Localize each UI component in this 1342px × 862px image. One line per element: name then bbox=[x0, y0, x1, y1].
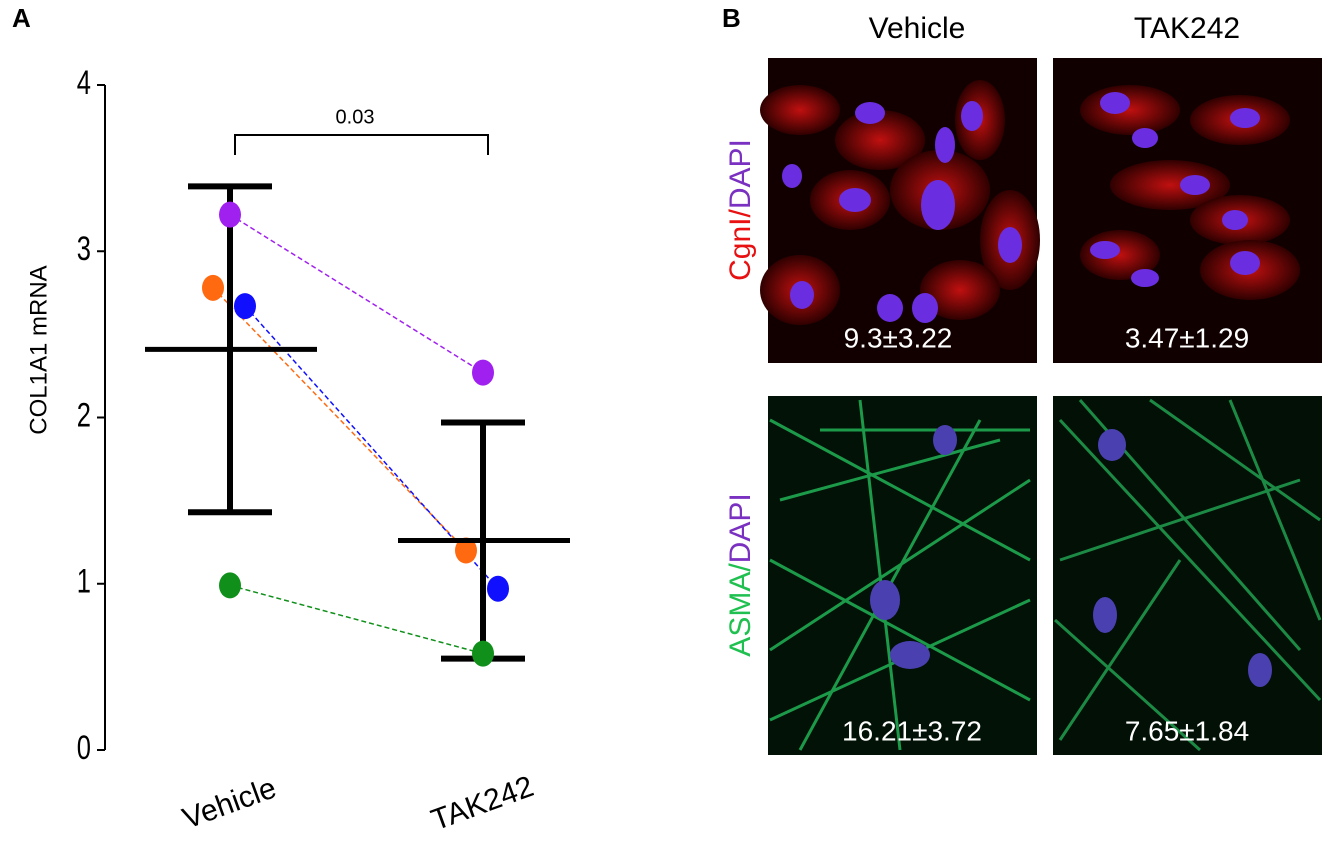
stain-label: DAPI bbox=[724, 139, 757, 209]
pair-line bbox=[212, 287, 467, 552]
row-label: CgnI/DAPI bbox=[724, 139, 757, 281]
data-point bbox=[472, 640, 494, 667]
y-tick-label: 1 bbox=[77, 563, 91, 600]
annotation: 0.03 bbox=[336, 106, 375, 128]
micrograph bbox=[1053, 396, 1322, 755]
quantification-label: 7.65±1.84 bbox=[1125, 715, 1249, 746]
column-label: TAK242 bbox=[1134, 12, 1240, 45]
panel-label: B bbox=[722, 3, 741, 33]
micrograph bbox=[768, 396, 1037, 755]
y-axis-label: COL1A1 mRNA bbox=[25, 265, 52, 434]
data-point bbox=[219, 572, 241, 599]
marker-label: ASMA/ bbox=[724, 563, 757, 657]
y-tick-label: 3 bbox=[77, 231, 91, 268]
data-point bbox=[472, 359, 494, 386]
x-tick-label: Vehicle bbox=[178, 771, 280, 835]
micrograph bbox=[1053, 58, 1322, 363]
y-tick-label: 4 bbox=[77, 65, 91, 102]
marker-label: CgnI/ bbox=[724, 209, 757, 281]
data-point bbox=[219, 201, 241, 228]
panel-label: A bbox=[12, 3, 31, 33]
stain-label: DAPI bbox=[724, 493, 757, 563]
x-tick-label: TAK242 bbox=[427, 770, 538, 837]
data-point bbox=[234, 293, 256, 320]
plot: 0 1 2 3 4 Vehicle TAK242 bbox=[77, 65, 570, 837]
y-tick-label: 2 bbox=[77, 397, 91, 434]
significance-bracket bbox=[234, 134, 489, 155]
row-label: ASMA/DAPI bbox=[724, 493, 757, 656]
micrograph bbox=[760, 58, 1040, 363]
quantification-label: 9.3±3.22 bbox=[844, 322, 953, 353]
data-point bbox=[202, 274, 224, 301]
data-point bbox=[455, 537, 477, 564]
pair-line bbox=[229, 584, 484, 655]
column-label: Vehicle bbox=[869, 12, 966, 45]
pair-line bbox=[229, 214, 484, 374]
y-tick-label: 0 bbox=[77, 730, 91, 767]
quantification-label: 3.47±1.29 bbox=[1125, 322, 1249, 353]
data-point bbox=[487, 575, 509, 602]
quantification-label: 16.21±3.72 bbox=[842, 715, 982, 746]
